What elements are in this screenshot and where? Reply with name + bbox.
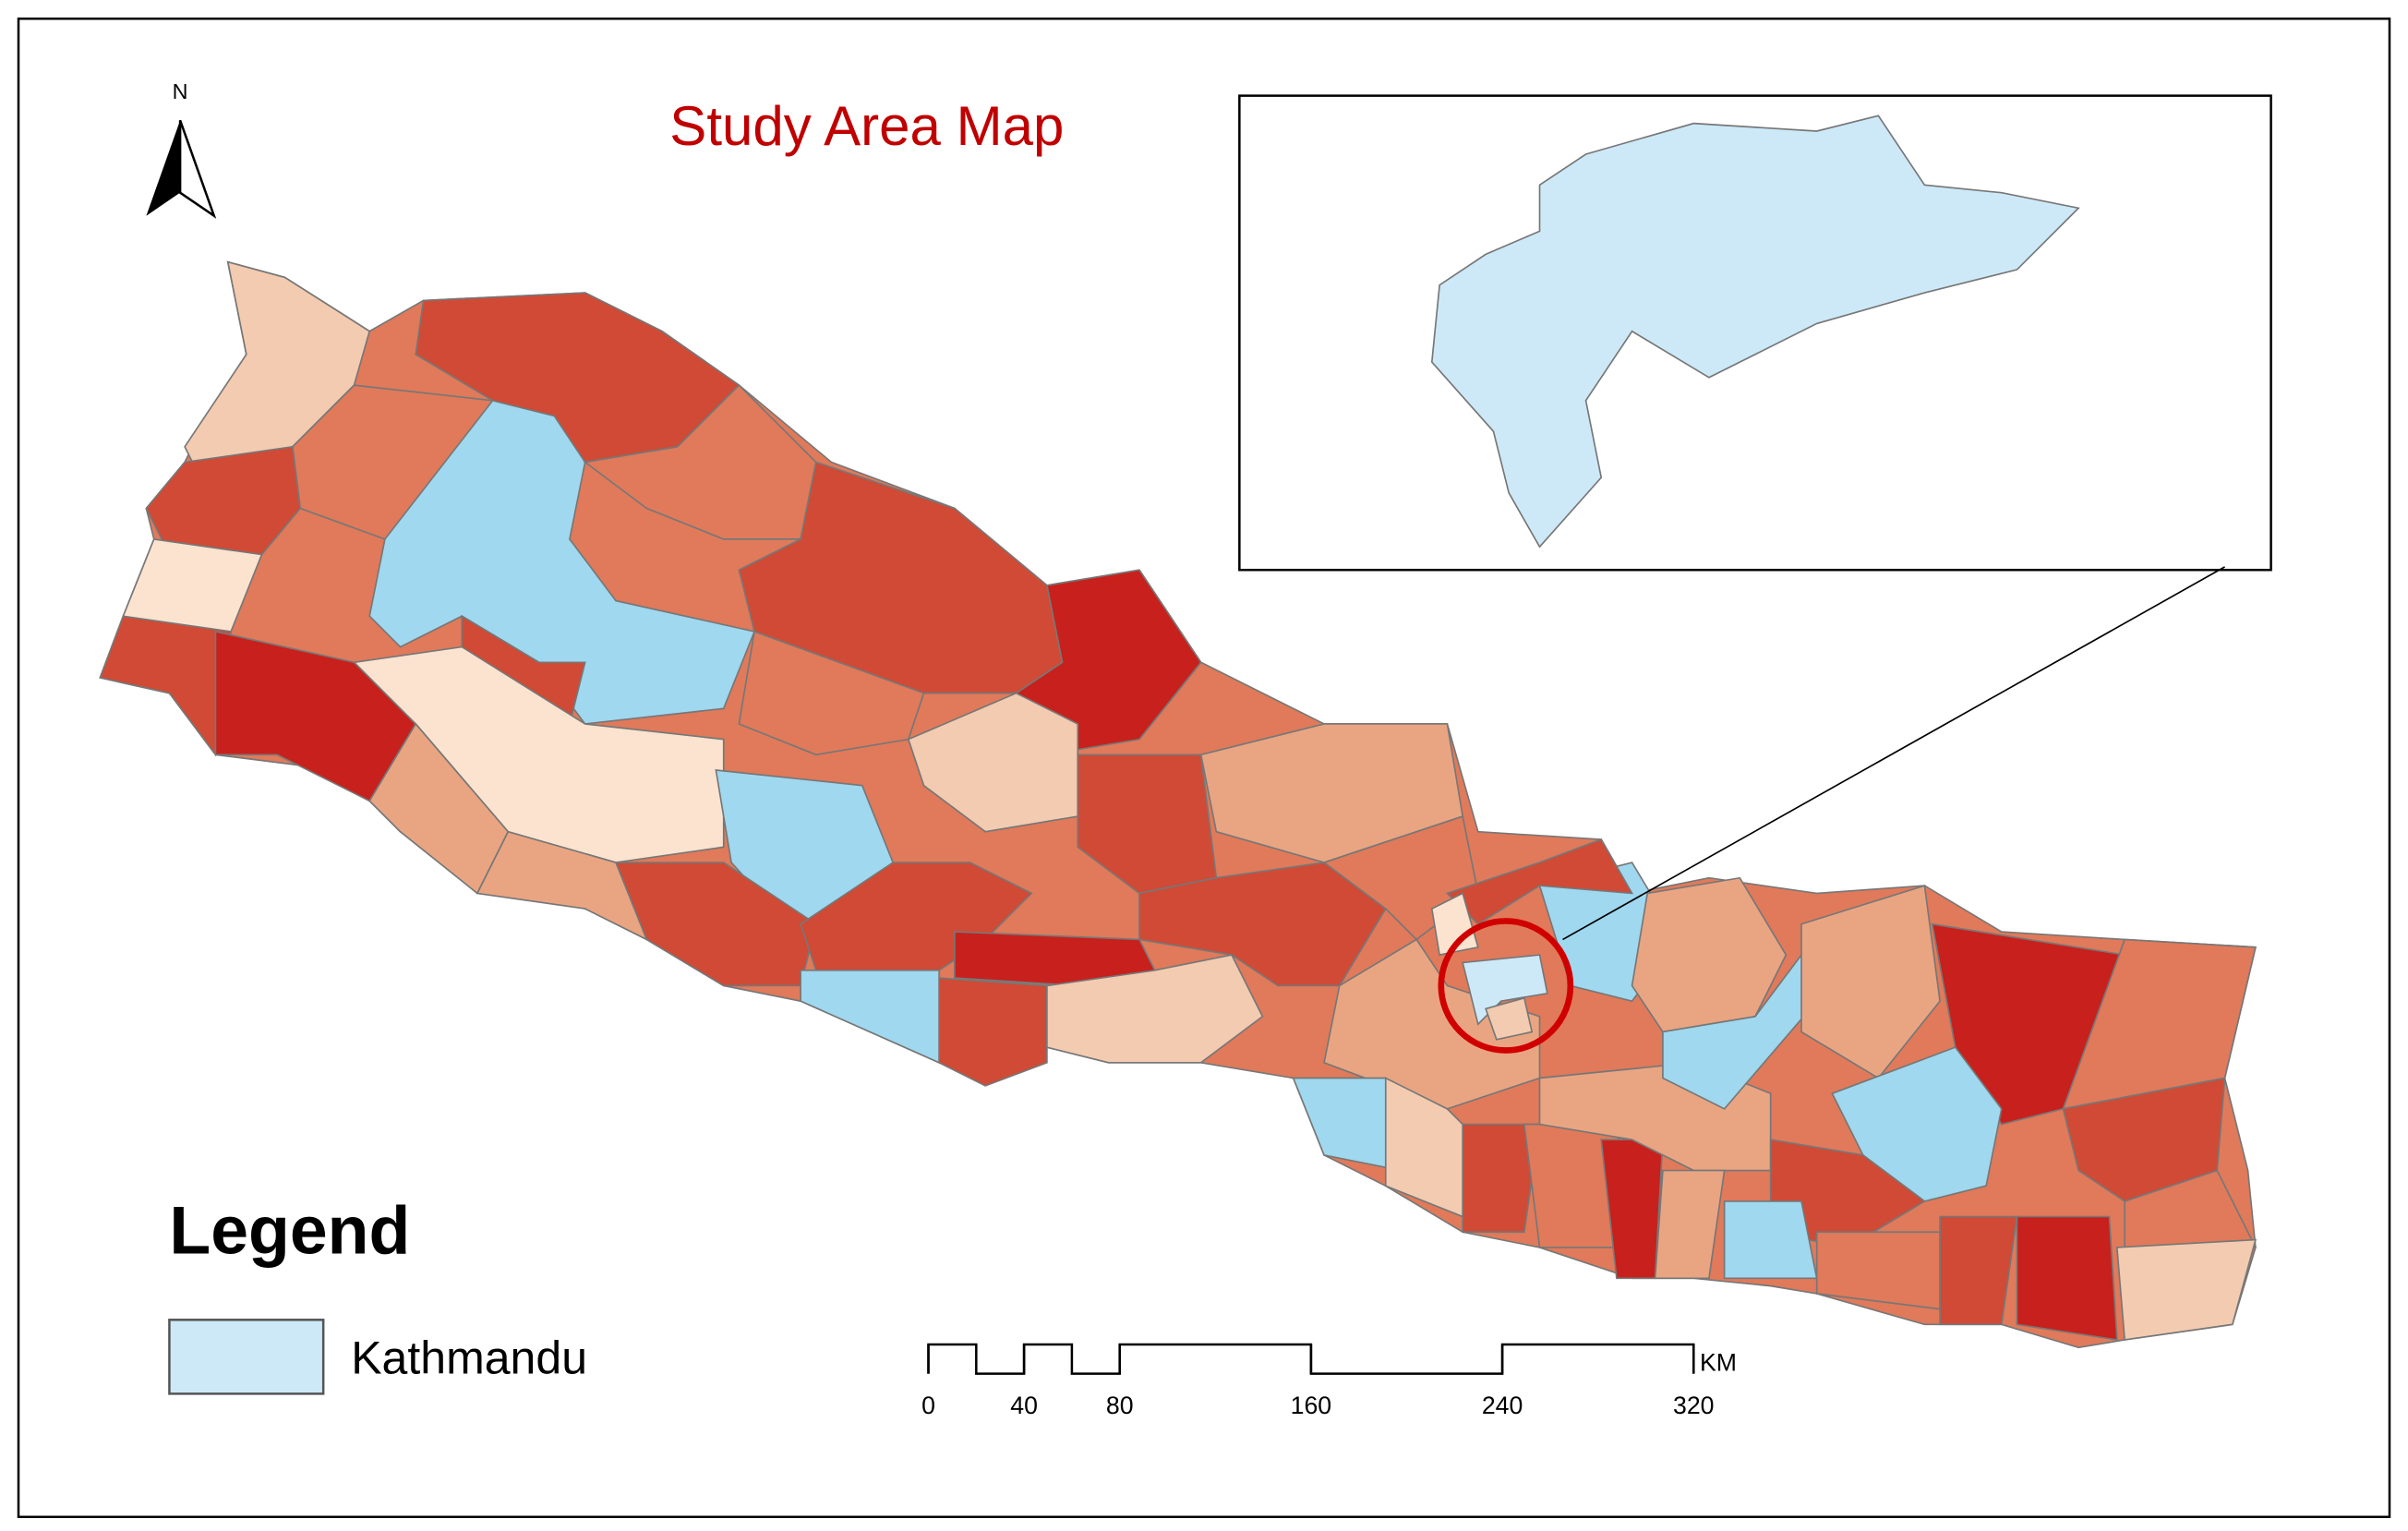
district — [1323, 938, 1541, 1110]
district — [1046, 954, 1264, 1064]
district — [1939, 1215, 2018, 1326]
district — [1430, 892, 1479, 957]
scale-tick-label: 0 — [921, 1392, 935, 1419]
nepal-districts — [99, 260, 2258, 1349]
scale-tick-label: 40 — [1010, 1392, 1038, 1419]
legend-label: Kathmandu — [351, 1332, 587, 1384]
inset-leader-line — [1562, 566, 2225, 941]
district — [738, 630, 925, 756]
district — [1462, 1123, 1541, 1234]
legend-title: Legend — [169, 1193, 410, 1269]
study-area-circle — [1438, 918, 1574, 1054]
district — [2115, 1238, 2258, 1341]
north-label: N — [173, 79, 188, 103]
north-arrow-right — [178, 119, 217, 219]
north-arrow-left — [146, 120, 181, 216]
district — [368, 399, 756, 725]
scale-tick-label: 240 — [1482, 1392, 1523, 1419]
district — [938, 977, 1048, 1087]
scale-bar: 0 40 80 160 240 320 KM — [921, 1343, 1737, 1419]
scale-tick-label: 320 — [1673, 1392, 1715, 1419]
district — [1723, 1200, 1818, 1280]
scale-unit: KM — [1700, 1348, 1737, 1376]
inset-kathmandu — [1430, 115, 2080, 549]
scale-tick-label: 160 — [1291, 1392, 1332, 1419]
district — [2016, 1215, 2118, 1341]
legend-swatch — [168, 1319, 325, 1395]
district — [1800, 884, 1941, 1079]
scale-tick-label: 80 — [1106, 1392, 1134, 1419]
district — [1485, 996, 1534, 1041]
district — [1015, 569, 1202, 756]
district — [476, 830, 648, 942]
map-title: Study Area Map — [669, 95, 1064, 157]
district — [1654, 1169, 1726, 1280]
